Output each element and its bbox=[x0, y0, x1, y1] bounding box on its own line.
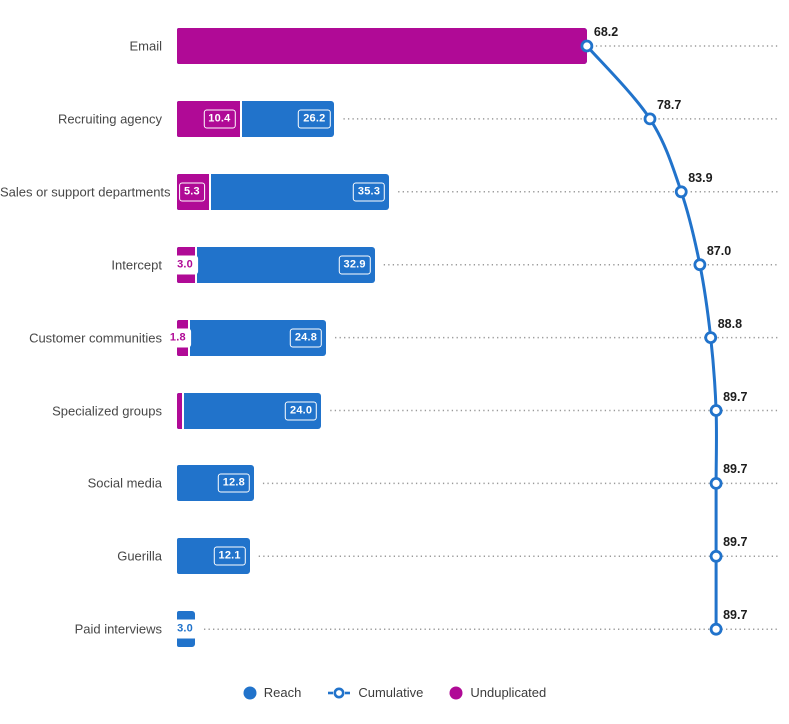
cumulative-value-label: 89.7 bbox=[723, 608, 748, 623]
cumulative-value-label: 89.7 bbox=[723, 462, 748, 477]
cumulative-line bbox=[585, 45, 718, 630]
category-label: Specialized groups bbox=[52, 403, 162, 418]
category-label: Intercept bbox=[111, 257, 162, 273]
legend-label-cumulative: Cumulative bbox=[358, 685, 424, 700]
cumulative-value-label: 88.8 bbox=[717, 316, 743, 331]
legend-item-unduplicated[interactable]: Unduplicated bbox=[449, 685, 546, 700]
reach-value-chip: 26.2 bbox=[298, 109, 331, 129]
unduplicated-value-chip: 5.3 bbox=[178, 182, 205, 202]
unduplicated-value-chip: 10.4 bbox=[203, 109, 236, 129]
category-label: Email bbox=[129, 38, 162, 54]
cumulative-marker bbox=[704, 331, 718, 345]
category-label: Guerilla bbox=[117, 548, 162, 564]
cumulative-marker bbox=[693, 258, 707, 272]
chart-legend: Reach Cumulative Unduplicated bbox=[0, 685, 789, 700]
cumulative-marker bbox=[709, 622, 723, 636]
cumulative-value-label: 87.0 bbox=[706, 243, 732, 258]
reach-value-chip: 12.1 bbox=[213, 546, 246, 566]
reach-value-chip: 35.3 bbox=[352, 182, 386, 202]
cumulative-marker bbox=[674, 185, 688, 199]
category-label: Sales or support departments bbox=[0, 184, 171, 200]
cumulative-marker bbox=[709, 549, 723, 563]
category-label: Social media bbox=[87, 475, 162, 491]
category-label: Recruiting agency bbox=[57, 111, 162, 127]
reach-legend-swatch-icon bbox=[243, 686, 257, 699]
cumulative-marker bbox=[709, 476, 723, 490]
legend-label-unduplicated: Unduplicated bbox=[470, 685, 547, 700]
cumulative-value-label: 78.7 bbox=[656, 97, 682, 112]
unduplicated-value-chip: 1.8 bbox=[164, 328, 191, 348]
reach-value-chip: 24.0 bbox=[285, 401, 318, 420]
unduplicated-value-chip: 3.0 bbox=[172, 255, 199, 275]
legend-label-reach: Reach bbox=[263, 685, 302, 700]
cumulative-value-label: 68.2 bbox=[593, 25, 619, 39]
category-label: Paid interviews bbox=[74, 621, 162, 637]
cumulative-legend-swatch-icon bbox=[328, 687, 351, 698]
unduplicated-bar bbox=[177, 392, 184, 429]
reach-value-chip: 12.8 bbox=[217, 473, 250, 493]
cumulative-value-label: 89.7 bbox=[723, 535, 748, 550]
cumulative-marker bbox=[709, 404, 723, 417]
reach-value-chip: 3.0 bbox=[172, 619, 199, 639]
unduplicated-legend-swatch-icon bbox=[449, 686, 463, 699]
legend-item-reach[interactable]: Reach bbox=[243, 685, 302, 700]
reach-value-chip: 32.9 bbox=[338, 255, 371, 275]
cumulative-marker bbox=[643, 112, 657, 126]
legend-item-cumulative[interactable]: Cumulative bbox=[327, 685, 423, 700]
unduplicated-bar bbox=[177, 28, 587, 64]
cumulative-value-label: 83.9 bbox=[688, 170, 713, 185]
cumulative-value-label: 89.7 bbox=[723, 389, 748, 404]
reach-value-chip: 24.8 bbox=[289, 328, 323, 348]
category-label: Customer communities bbox=[29, 330, 162, 346]
